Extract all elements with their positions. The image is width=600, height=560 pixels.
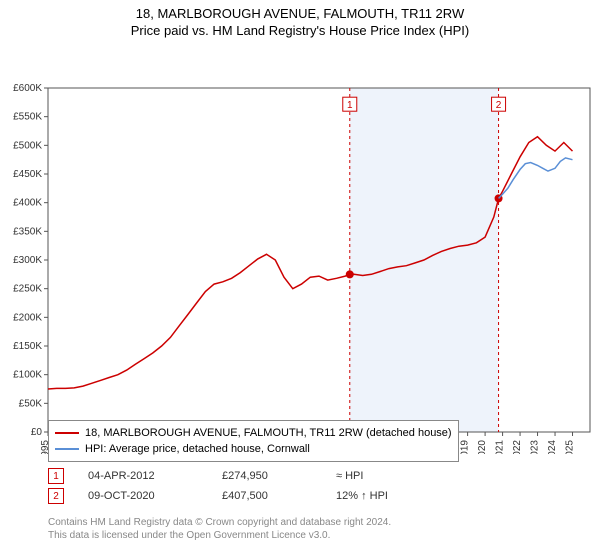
svg-text:£300K: £300K — [13, 255, 42, 266]
sale-price: £407,500 — [222, 490, 312, 502]
svg-text:£600K: £600K — [13, 83, 42, 94]
chart-container: 18, MARLBOROUGH AVENUE, FALMOUTH, TR11 2… — [0, 0, 600, 560]
svg-text:2020: 2020 — [477, 439, 488, 453]
price-chart: £0 £50K £100K £150K £200K £250K £300K £350K £400… — [0, 44, 600, 454]
svg-text:2024: 2024 — [547, 439, 558, 453]
sale-number-box: 2 — [48, 488, 64, 504]
svg-text:2019: 2019 — [460, 439, 471, 453]
svg-text:£350K: £350K — [13, 226, 42, 237]
sale-delta: ≈ HPI — [336, 470, 426, 482]
svg-text:£250K: £250K — [13, 283, 42, 294]
footnote-line-2: This data is licensed under the Open Gov… — [48, 529, 391, 542]
sales-table: 1 04-APR-2012 £274,950 ≈ HPI 2 09-OCT-2020 £40… — [48, 466, 426, 506]
legend: 18, MARLBOROUGH AVENUE, FALMOUTH, TR11 2… — [48, 420, 459, 462]
svg-text:2021: 2021 — [495, 439, 506, 453]
footnote-line-1: Contains HM Land Registry data © Crown c… — [48, 516, 391, 529]
sale-date: 04-APR-2012 — [88, 470, 198, 482]
svg-text:2022: 2022 — [512, 439, 523, 453]
svg-text:2: 2 — [496, 100, 502, 111]
title-line-2: Price paid vs. HM Land Registry's House … — [0, 23, 600, 40]
svg-text:£100K: £100K — [13, 369, 42, 380]
svg-text:£550K: £550K — [13, 111, 42, 122]
svg-text:£200K: £200K — [13, 312, 42, 323]
sale-date: 09-OCT-2020 — [88, 490, 198, 502]
legend-label: HPI: Average price, detached house, Corn… — [85, 443, 310, 455]
svg-text:2023: 2023 — [530, 439, 541, 453]
sales-row: 1 04-APR-2012 £274,950 ≈ HPI — [48, 466, 426, 486]
svg-text:£400K: £400K — [13, 197, 42, 208]
sale-number-box: 1 — [48, 468, 64, 484]
svg-text:£0: £0 — [31, 427, 43, 438]
sale-delta: 12% ↑ HPI — [336, 490, 426, 502]
legend-row: 18, MARLBOROUGH AVENUE, FALMOUTH, TR11 2… — [55, 425, 452, 441]
legend-swatch — [55, 432, 79, 434]
chart-titles: 18, MARLBOROUGH AVENUE, FALMOUTH, TR11 2… — [0, 0, 600, 44]
svg-text:£50K: £50K — [19, 398, 43, 409]
svg-text:1: 1 — [347, 100, 353, 111]
sales-row: 2 09-OCT-2020 £407,500 12% ↑ HPI — [48, 486, 426, 506]
legend-row: HPI: Average price, detached house, Corn… — [55, 441, 452, 457]
sale-price: £274,950 — [222, 470, 312, 482]
svg-text:£450K: £450K — [13, 169, 42, 180]
legend-swatch — [55, 448, 79, 450]
title-line-1: 18, MARLBOROUGH AVENUE, FALMOUTH, TR11 2… — [0, 6, 600, 23]
svg-text:2025: 2025 — [565, 439, 576, 453]
footnote: Contains HM Land Registry data © Crown c… — [48, 516, 391, 542]
svg-text:£150K: £150K — [13, 341, 42, 352]
svg-text:£500K: £500K — [13, 140, 42, 151]
legend-label: 18, MARLBOROUGH AVENUE, FALMOUTH, TR11 2… — [85, 427, 452, 439]
